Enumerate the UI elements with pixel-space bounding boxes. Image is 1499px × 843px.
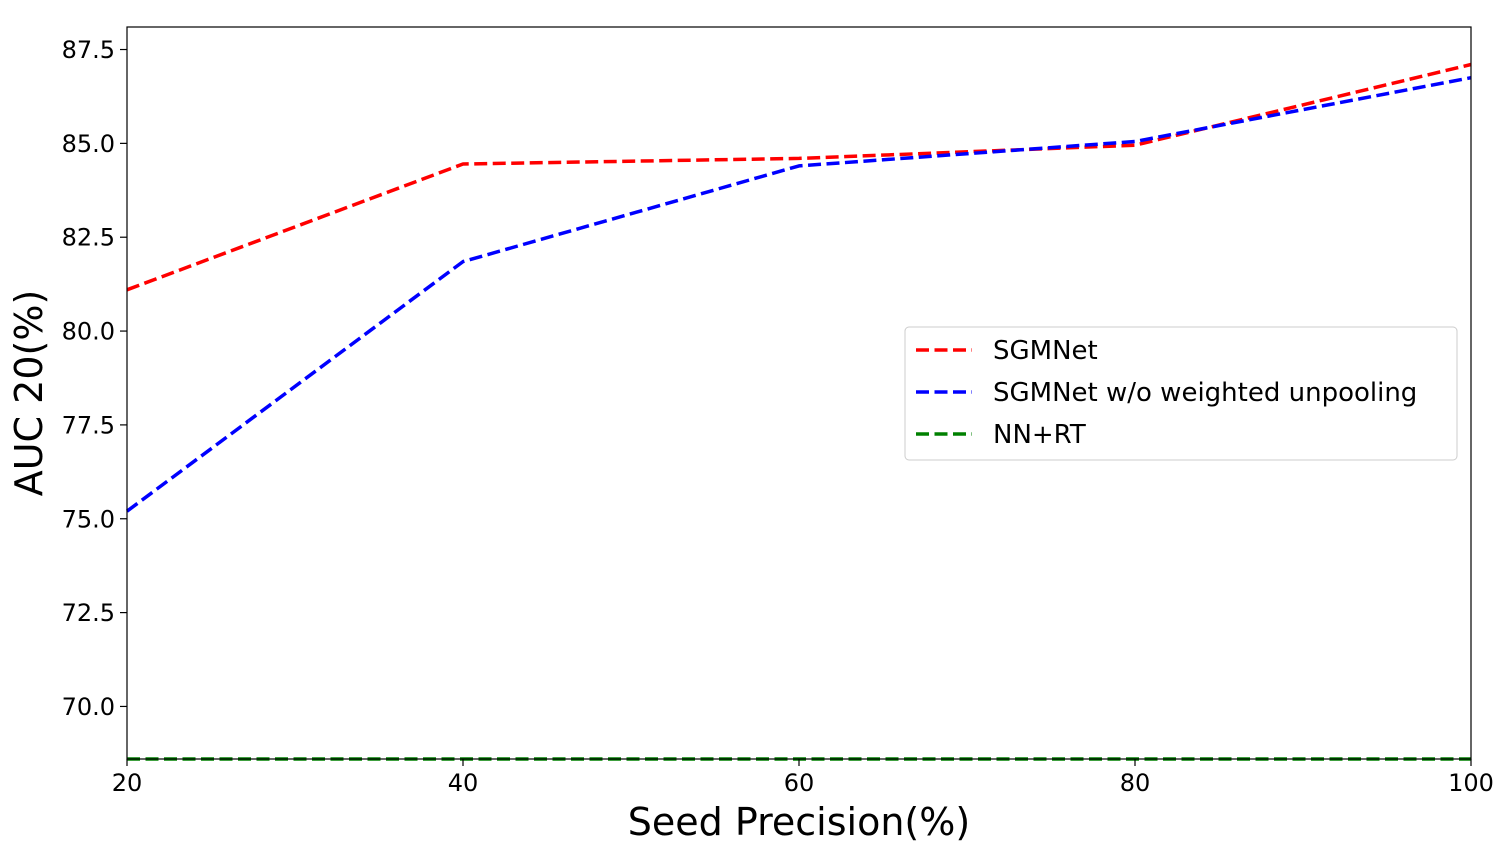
- y-axis-ticks: 70.0 72.5 75.0 77.5 80.0 82.5 85.0 87.5: [62, 36, 127, 721]
- series-line-2: [125, 75, 1472, 513]
- legend-label-3: NN+RT: [993, 420, 1086, 450]
- legend: SGMNet SGMNet w/o weighted unpooling NN+RT: [904, 326, 1458, 461]
- y-tick-label: 70.0: [62, 693, 115, 721]
- x-axis-title: Seed Precision(%): [628, 800, 970, 843]
- legend-label-2: SGMNet w/o weighted unpooling: [993, 378, 1417, 408]
- y-tick-label: 82.5: [62, 224, 115, 252]
- y-tick-label: 75.0: [62, 505, 115, 533]
- y-tick-label: 72.5: [62, 599, 115, 627]
- y-tick-label: 85.0: [62, 130, 115, 158]
- x-tick-label: 60: [784, 769, 815, 797]
- x-tick-label: 20: [112, 769, 143, 797]
- x-tick-label: 80: [1120, 769, 1151, 797]
- y-tick-label: 87.5: [62, 36, 115, 64]
- legend-label-1: SGMNet: [993, 336, 1098, 366]
- y-tick-label: 77.5: [62, 411, 115, 439]
- y-tick-label: 80.0: [62, 318, 115, 346]
- x-tick-label: 100: [1448, 769, 1494, 797]
- x-tick-label: 40: [448, 769, 479, 797]
- series-line-1: [126, 62, 1472, 292]
- y-axis-title: AUC 20(%): [7, 290, 51, 497]
- x-axis-ticks: 20 40 60 80 100: [112, 759, 1494, 797]
- legend-box: [904, 326, 1458, 461]
